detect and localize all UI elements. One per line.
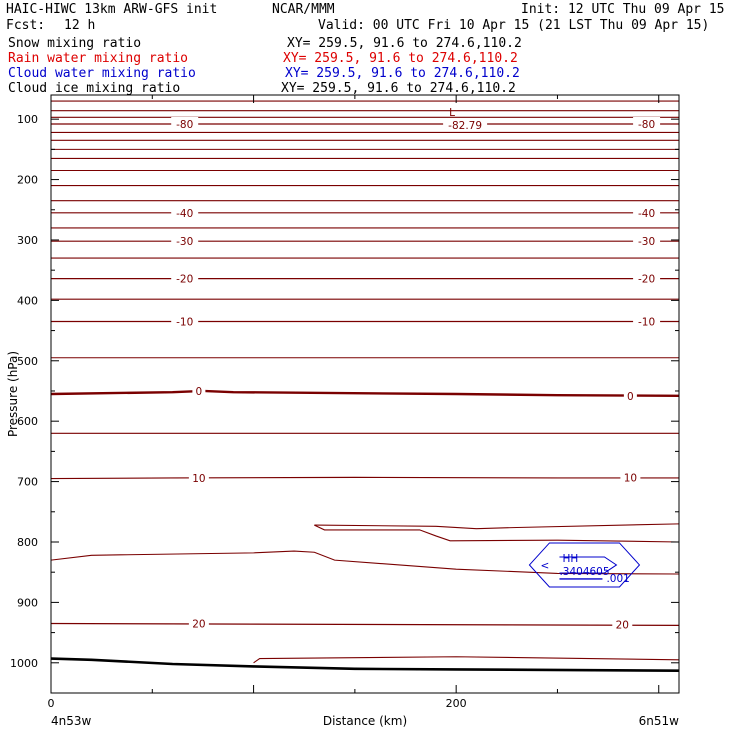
isotherm-10-label-1: 10 — [192, 473, 205, 485]
isotherm-0-label-bg-1 — [192, 383, 206, 397]
isotherm--30-label-bg-1 — [171, 234, 199, 248]
isotherm-20-label-2: 20 — [616, 620, 629, 632]
y-tick-label-700: 700 — [17, 476, 38, 489]
cloud-water-contour-inner — [559, 556, 618, 574]
minimum-value-bg — [443, 118, 488, 132]
header-model: HAIC-HIWC 13km ARW-GFS init — [6, 2, 218, 17]
isotherm--30-label-bg-2 — [633, 234, 661, 248]
isotherm-10-label-2: 10 — [624, 472, 637, 484]
header-center: NCAR/MMM — [272, 2, 335, 17]
cloud-water-arrow-left: < — [540, 560, 549, 572]
x-tick-label-0: 0 — [48, 697, 55, 710]
y-axis-label: Pressure (hPa) — [6, 351, 20, 437]
y-tick-label-200: 200 — [17, 174, 38, 187]
isotherm-10-line — [50, 476, 679, 480]
field-name-cloud-water: Cloud water mixing ratio — [8, 66, 196, 81]
isotherm--80-label-bg-2 — [633, 116, 661, 130]
x-axis-label: Distance (km) — [323, 714, 407, 728]
isotherm--10-label-1: -10 — [176, 317, 193, 329]
cloud-water-max-label: HH — [562, 553, 578, 565]
field-name-rain: Rain water mixing ratio — [8, 51, 189, 66]
isotherm-0-label-1: 0 — [196, 386, 203, 398]
y-tick-label-100: 100 — [17, 113, 38, 126]
cloud-water-contour-outer — [528, 542, 641, 588]
surface-pressure-line — [50, 657, 680, 672]
cloud-water-values: .3404605 — [559, 566, 609, 578]
y-tick-label-400: 400 — [17, 294, 38, 307]
cloud-water-edge-label: .001 — [606, 573, 629, 585]
isotherm--40-label-1: -40 — [176, 208, 193, 220]
header-fcst-label: Fcst: — [6, 18, 46, 33]
isotherm-10-label-bg-2 — [620, 470, 641, 484]
y-tick-label-300: 300 — [17, 234, 38, 247]
isotherm--40-label-2: -40 — [638, 208, 655, 220]
background-contour-17 — [314, 524, 680, 543]
x-tick-label-200: 200 — [446, 697, 467, 710]
isotherm-20-label-bg-1 — [188, 616, 209, 630]
minimum-marker: L — [449, 107, 455, 119]
header-init: Init: 12 UTC Thu 09 Apr 15 — [521, 2, 725, 17]
isotherm-20-label-bg-2 — [612, 617, 633, 631]
isotherm--80-label-bg-1 — [171, 116, 199, 130]
isotherm-20-label-1: 20 — [192, 619, 205, 631]
isotherm--40-label-bg-1 — [171, 205, 199, 219]
isotherm--80-label-1: -80 — [176, 119, 193, 131]
isotherm--20-label-2: -20 — [638, 274, 655, 286]
isotherm--10-label-bg-1 — [171, 314, 199, 328]
isotherm--10-label-bg-2 — [633, 314, 661, 328]
background-contour-16 — [314, 523, 680, 530]
isotherm--20-label-1: -20 — [176, 274, 193, 286]
isotherm-20-line — [50, 622, 680, 626]
isotherm--20-label-bg-2 — [633, 271, 661, 285]
minimum-value: -82.79 — [448, 120, 482, 132]
field-name-cloud-ice: Cloud ice mixing ratio — [8, 81, 181, 96]
field-name-snow: Snow mixing ratio — [8, 36, 142, 51]
isotherm-0-line — [50, 389, 680, 398]
header-valid: Valid: 00 UTC Fri 10 Apr 15 (21 LST Thu … — [318, 18, 710, 33]
y-tick-label-800: 800 — [17, 536, 38, 549]
isotherm-10-label-bg-1 — [188, 470, 209, 484]
isotherm-0-label-2: 0 — [627, 391, 634, 403]
field-xy-rain: XY= 259.5, 91.6 to 274.6,110.2 — [283, 51, 518, 66]
y-tick-label-1000: 1000 — [10, 657, 38, 670]
header-fcst-value: 12 h — [64, 18, 96, 33]
background-contour-19 — [253, 656, 680, 664]
y-tick-label-600: 600 — [17, 415, 38, 428]
isotherm--30-label-2: -30 — [638, 236, 655, 248]
isotherm--40-label-bg-2 — [633, 205, 661, 219]
isotherm--20-label-bg-1 — [171, 271, 199, 285]
isotherm--80-label-2: -80 — [638, 119, 655, 131]
y-tick-label-900: 900 — [17, 596, 38, 609]
plot-frame — [50, 94, 680, 694]
endpoint-left: 4n53w — [51, 714, 92, 728]
y-tick-label-500: 500 — [17, 355, 38, 368]
background-contour-18 — [50, 550, 680, 575]
isotherm--10-label-2: -10 — [638, 317, 655, 329]
endpoint-right: 6n51w — [639, 714, 680, 728]
isotherm-0-label-bg-2 — [623, 388, 637, 402]
field-xy-cloud-ice: XY= 259.5, 91.6 to 274.6,110.2 — [281, 81, 516, 96]
isotherm--30-label-1: -30 — [176, 236, 193, 248]
field-xy-snow: XY= 259.5, 91.6 to 274.6,110.2 — [287, 36, 522, 51]
field-xy-cloud-water: XY= 259.5, 91.6 to 274.6,110.2 — [285, 66, 520, 81]
